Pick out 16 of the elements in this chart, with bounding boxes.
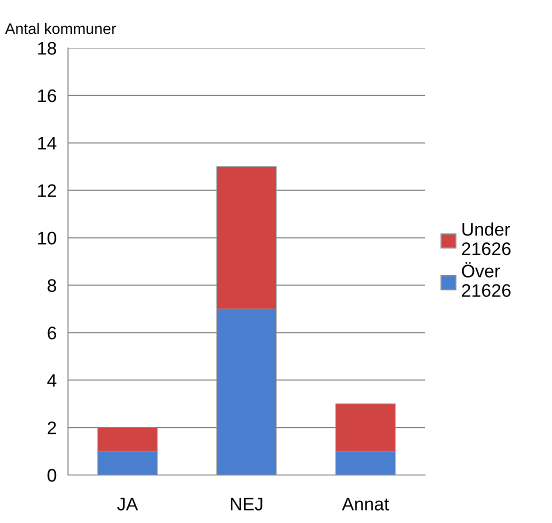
- x-tick-label: Annat: [342, 498, 389, 510]
- y-tick-label: 12: [38, 184, 56, 197]
- y-tick-label: 18: [38, 42, 56, 55]
- y-tick-label: 0: [48, 468, 56, 482]
- y-tick-label: 6: [48, 326, 56, 340]
- y-tick-label: 10: [38, 232, 56, 244]
- legend-label: Över 21626: [462, 262, 511, 297]
- y-tick-label: 4: [47, 374, 56, 387]
- x-tick-label: NEJ: [230, 498, 262, 510]
- legend-label: Under 21626: [462, 222, 511, 256]
- y-tick-label: 14: [38, 137, 56, 150]
- y-axis-title: Antal kommuner: [5, 22, 116, 34]
- y-tick-label: 16: [38, 89, 56, 102]
- y-tick-label: 8: [48, 279, 56, 292]
- x-tick-label: JA: [117, 498, 138, 510]
- y-tick-label: 2: [48, 421, 56, 434]
